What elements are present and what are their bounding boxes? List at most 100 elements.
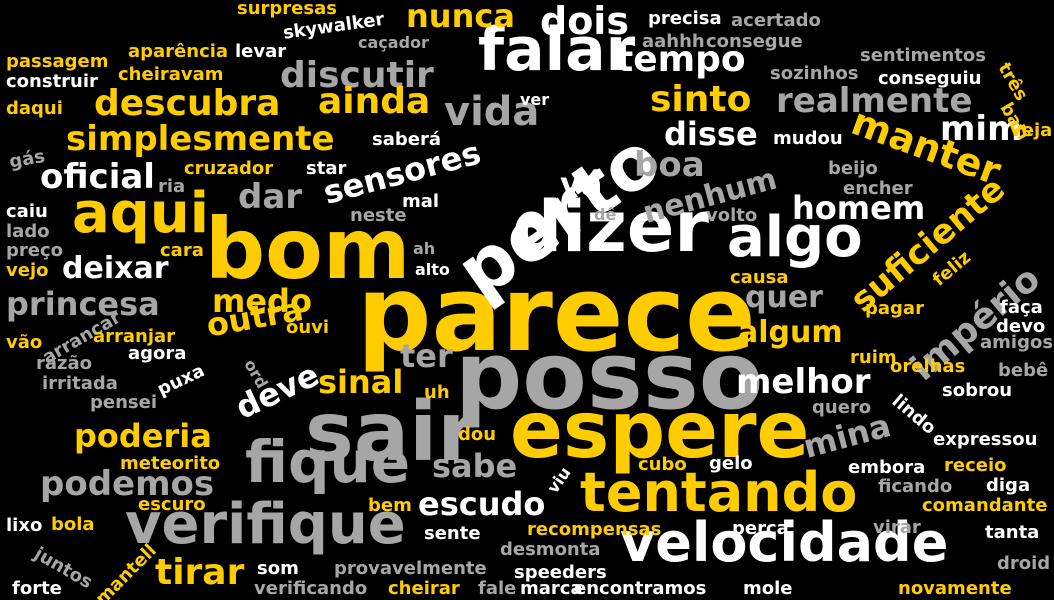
word-sabe: sabe bbox=[432, 447, 518, 485]
word-sentimentos: sentimentos bbox=[860, 45, 986, 66]
word-levar: levar bbox=[235, 41, 287, 62]
word-sinal: sinal bbox=[318, 363, 404, 401]
word-vao: vão bbox=[6, 332, 43, 353]
word-escuro: escuro bbox=[138, 494, 206, 515]
word-velocidade: velocidade bbox=[620, 511, 949, 574]
word-alto: alto bbox=[415, 260, 450, 279]
word-quer: quer bbox=[745, 280, 823, 315]
word-sair: sair bbox=[305, 385, 478, 480]
word-veja: veja bbox=[1010, 120, 1053, 141]
word-star: star bbox=[306, 158, 347, 179]
word-dou: dou bbox=[458, 424, 497, 445]
word-devo: devo bbox=[996, 316, 1046, 337]
word-virar: virar bbox=[873, 517, 921, 538]
word-fale: fale bbox=[478, 578, 517, 599]
word-escudo: escudo bbox=[418, 485, 546, 523]
word-aparencia: aparência bbox=[128, 41, 229, 62]
word-precisa: precisa bbox=[648, 8, 722, 29]
word-dizer: dizer bbox=[512, 186, 709, 268]
word-mal: mal bbox=[402, 191, 440, 212]
word-orelhas: orelhas bbox=[890, 356, 966, 377]
word-cara: cara bbox=[160, 240, 204, 261]
word-acertado: acertado bbox=[731, 10, 821, 31]
word-bem: bem bbox=[368, 495, 412, 516]
word-melhor: melhor bbox=[736, 362, 871, 402]
word-ruim: ruim bbox=[850, 347, 897, 368]
word-cruzador: cruzador bbox=[184, 158, 274, 179]
word-conseguiu: conseguiu bbox=[878, 68, 982, 89]
word-lindo: lindo bbox=[887, 390, 940, 439]
word-cacador: caçador bbox=[358, 33, 429, 52]
word-bola: bola bbox=[51, 514, 95, 535]
word-expressou: expressou bbox=[933, 429, 1038, 450]
word-desmonta: desmonta bbox=[500, 539, 601, 560]
word-sente: sente bbox=[424, 523, 481, 544]
word-agora: agora bbox=[128, 343, 187, 364]
word-consegue: consegue bbox=[706, 31, 803, 52]
word-lixo: lixo bbox=[6, 515, 43, 536]
word-descubra: descubra bbox=[94, 83, 281, 124]
word-dois: dois bbox=[540, 0, 629, 43]
word-ah: ah bbox=[413, 239, 436, 258]
word-discutir: discutir bbox=[280, 55, 434, 96]
word-podemos: podemos bbox=[40, 464, 215, 504]
word-som: som bbox=[257, 558, 299, 579]
word-mim: mim bbox=[940, 109, 1023, 149]
word-puxa: puxa bbox=[154, 360, 208, 401]
word-gelo: gelo bbox=[709, 453, 753, 474]
word-verifique: verifique bbox=[125, 492, 406, 557]
word-receio: receio bbox=[944, 455, 1007, 476]
word-vida: vida bbox=[444, 89, 540, 135]
word-princesa: princesa bbox=[6, 285, 160, 323]
word-de: dê bbox=[594, 205, 617, 224]
word-oficial: oficial bbox=[40, 157, 155, 197]
word-ver: ver bbox=[520, 90, 550, 109]
word-tentando: tentando bbox=[580, 461, 858, 524]
word-quero: quero bbox=[812, 397, 872, 418]
word-tres: três bbox=[993, 59, 1032, 105]
word-cheiravam: cheiravam bbox=[118, 64, 224, 85]
word-sinto: sinto bbox=[650, 79, 752, 120]
word-droid: droid bbox=[997, 553, 1051, 574]
word-neste: neste bbox=[350, 205, 407, 226]
word-parece: parece bbox=[357, 253, 756, 375]
word-homem: homem bbox=[792, 189, 926, 227]
word-tirar: tirar bbox=[155, 552, 245, 593]
word-causa: causa bbox=[730, 267, 789, 288]
word-ouvi: ouvi bbox=[286, 317, 330, 338]
word-razao: razão bbox=[36, 353, 93, 374]
word-comandante: comandante bbox=[922, 495, 1048, 516]
word-ainda: ainda bbox=[318, 81, 431, 122]
word-aahhh: aahhh bbox=[642, 31, 705, 52]
word-faca: faça bbox=[1000, 297, 1043, 318]
word-sabera: saberá bbox=[372, 129, 441, 150]
word-sobrou: sobrou bbox=[942, 380, 1013, 401]
word-embora: embora bbox=[848, 457, 926, 478]
word-vejo: vejo bbox=[6, 260, 49, 281]
word-deixar: deixar bbox=[62, 251, 169, 286]
word-speeders: speeders bbox=[514, 562, 607, 583]
word-beijo: beijo bbox=[828, 158, 878, 179]
word-novamente: novamente bbox=[898, 578, 1012, 599]
word-mole: mole bbox=[743, 578, 793, 599]
word-cheirar: cheirar bbox=[388, 578, 460, 599]
word-pagar: pagar bbox=[865, 298, 924, 319]
word-aqui: aqui bbox=[72, 181, 209, 246]
word-realmente: realmente bbox=[776, 81, 973, 121]
word-pensei: pensei bbox=[90, 392, 157, 413]
word-marca: marca bbox=[520, 578, 583, 599]
word-verificando: verificando bbox=[254, 578, 368, 599]
word-fique: fique bbox=[245, 428, 411, 496]
word-posso: posso bbox=[455, 322, 764, 431]
word-preco: preço bbox=[6, 240, 64, 261]
word-algum: algum bbox=[738, 315, 843, 350]
word-mudou: mudou bbox=[773, 128, 843, 149]
word-volto: volto bbox=[706, 205, 758, 226]
word-bom: bom bbox=[205, 200, 411, 298]
word-passagem: passagem bbox=[6, 51, 109, 72]
word-falar: falar bbox=[478, 15, 636, 85]
word-recompensas: recompensas bbox=[527, 519, 662, 540]
word-lado: lado bbox=[6, 221, 50, 242]
word-amigos: amigos bbox=[980, 332, 1054, 353]
word-ria: ria bbox=[158, 176, 186, 197]
